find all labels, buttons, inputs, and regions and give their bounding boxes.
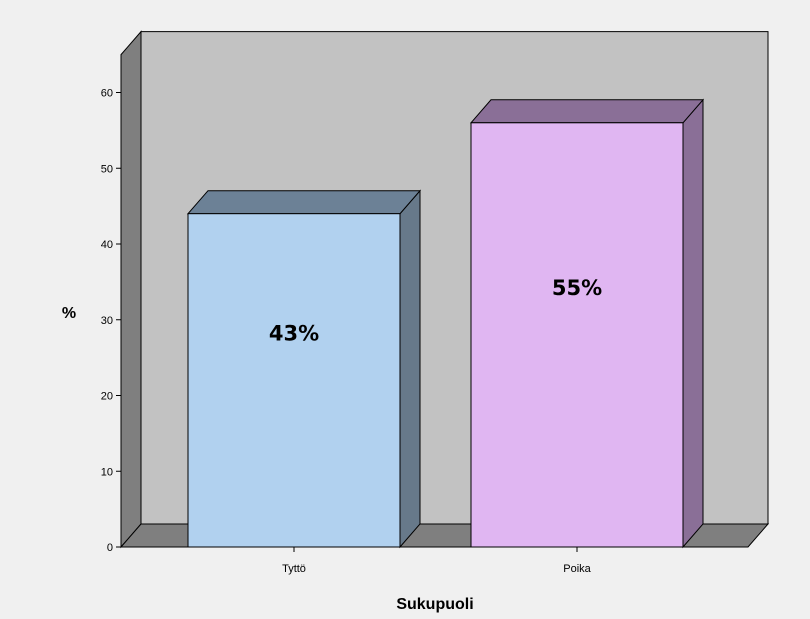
y-tick-label: 50 <box>101 163 113 175</box>
y-tick-label: 10 <box>101 466 113 478</box>
bar-side <box>399 189 421 549</box>
y-tick-label: 20 <box>101 391 113 403</box>
bar-side <box>682 98 704 549</box>
bar-tytto: 43% Tyttö <box>186 189 422 575</box>
bars: 43% Tyttö 55% Poika <box>186 98 705 575</box>
x-tick-label: Tyttö <box>282 563 306 575</box>
data-label: 43% <box>269 321 319 345</box>
bar-top <box>469 99 705 124</box>
bar-poika: 55% Poika <box>469 98 705 575</box>
x-axis-title: Sukupuoli <box>396 596 473 613</box>
bar-front <box>470 122 684 548</box>
y-tick-label: 30 <box>101 315 113 327</box>
y-axis-title: % <box>62 305 76 322</box>
y-tick-label: 40 <box>101 239 113 251</box>
data-label: 55% <box>552 276 602 300</box>
bar-front <box>187 213 401 548</box>
y-tick-label: 0 <box>107 542 113 554</box>
x-tick-label: Poika <box>563 563 591 575</box>
y-tick-label: 60 <box>101 88 113 100</box>
y-axis: 0 10 20 30 40 50 60 <box>101 54 122 554</box>
bar-top <box>186 190 422 215</box>
side-wall <box>120 30 142 549</box>
